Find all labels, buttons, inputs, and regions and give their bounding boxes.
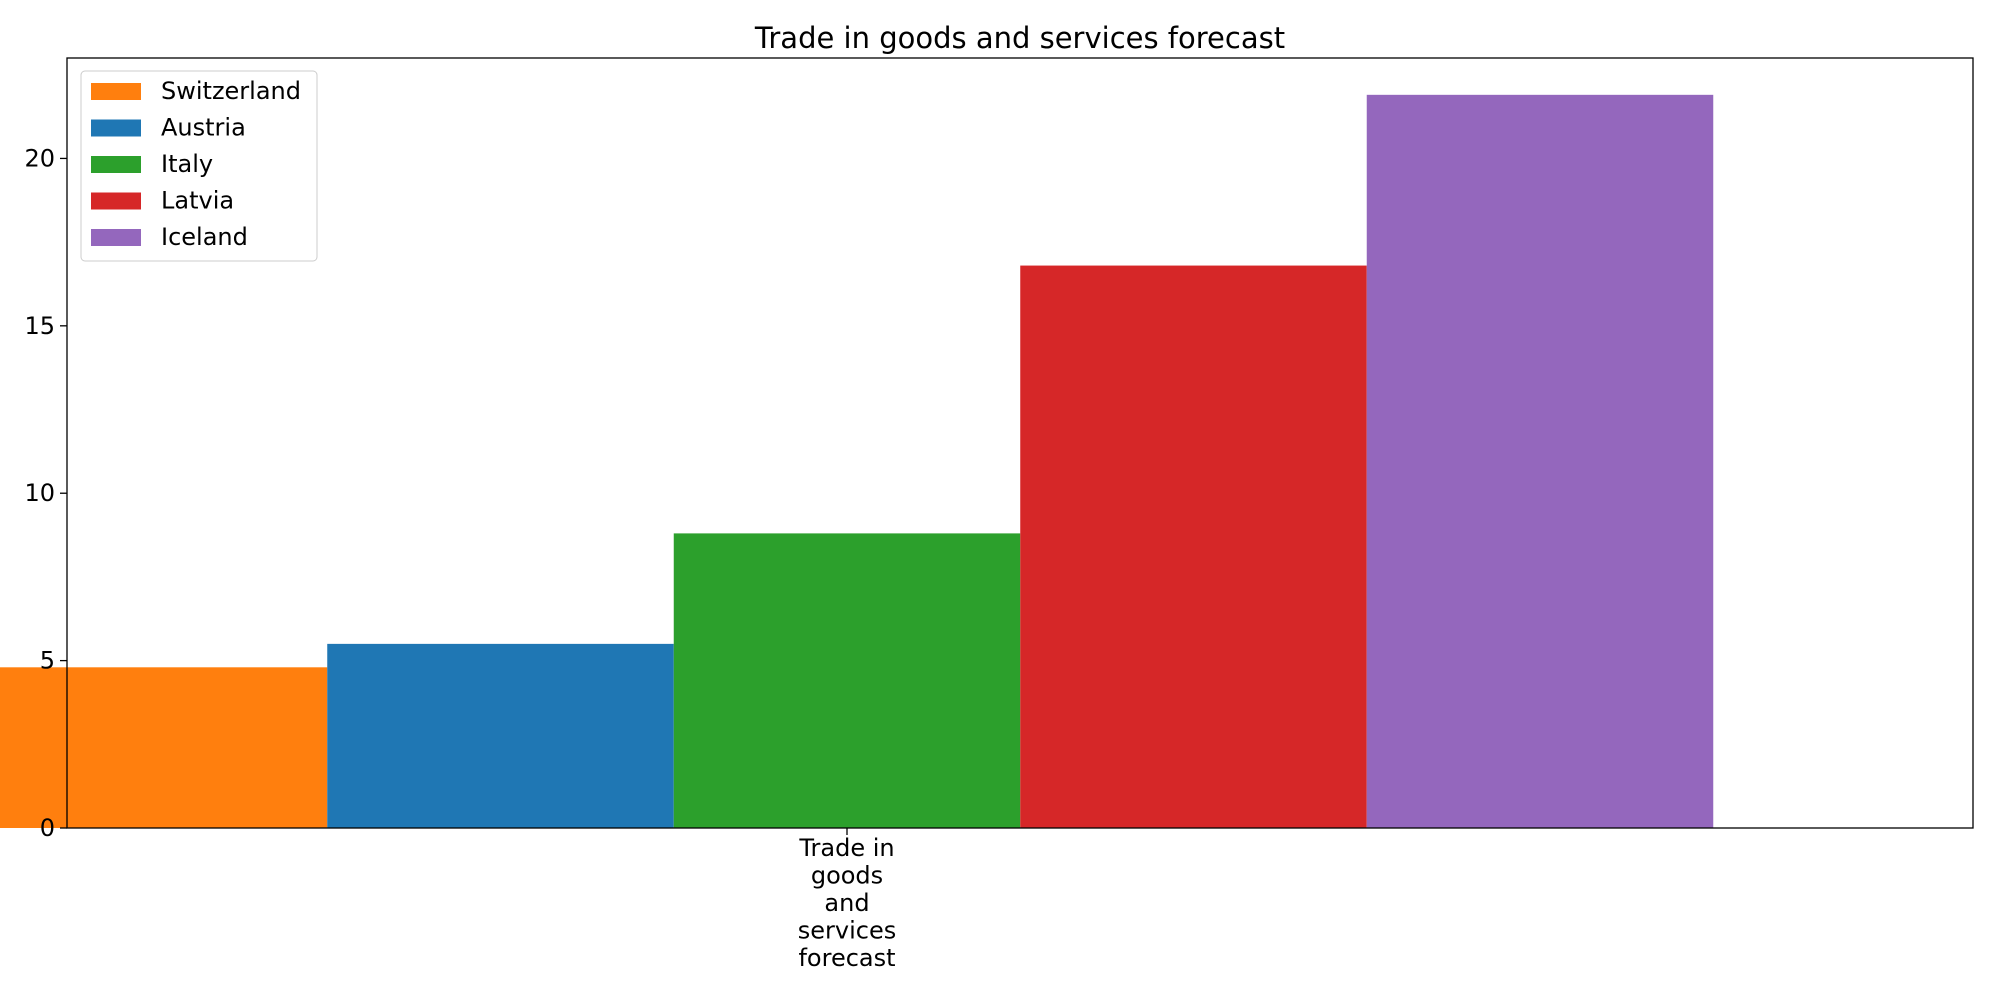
legend-label-iceland: Iceland bbox=[161, 223, 248, 251]
legend-label-italy: Italy bbox=[161, 150, 213, 178]
y-tick-label: 5 bbox=[40, 647, 55, 675]
axes-layer: 0 5 10 15 20 Trade in goods and services forecast bbox=[24, 57, 1974, 972]
x-tick-label: Trade in goods and services forecast bbox=[798, 834, 896, 972]
legend-label-switzerland: Switzerland bbox=[161, 77, 301, 105]
chart-title: Trade in goods and services forecast bbox=[754, 21, 1285, 55]
legend-swatch-latvia bbox=[91, 192, 141, 210]
legend-label-austria: Austria bbox=[161, 114, 246, 142]
y-tick-label: 10 bbox=[24, 479, 55, 507]
legend: Switzerland Austria Italy Latvia Iceland bbox=[80, 70, 318, 262]
legend-swatch-italy bbox=[91, 156, 141, 173]
y-tick-label: 0 bbox=[40, 814, 55, 842]
legend-swatch-switzerland bbox=[91, 83, 141, 100]
bars-layer bbox=[0, 94, 1714, 829]
legend-box bbox=[80, 70, 318, 262]
y-tick-label: 15 bbox=[24, 312, 55, 340]
y-tick-label: 20 bbox=[24, 144, 55, 172]
legend-swatch-iceland bbox=[91, 229, 141, 246]
bar-austria bbox=[327, 643, 674, 828]
bar-switzerland bbox=[0, 667, 328, 828]
legend-swatch-austria bbox=[91, 119, 141, 137]
bar-latvia bbox=[1020, 265, 1367, 829]
bar-iceland bbox=[1366, 94, 1714, 828]
legend-label-latvia: Latvia bbox=[161, 187, 234, 215]
bar-italy bbox=[673, 533, 1021, 828]
plot-frame bbox=[66, 57, 1974, 829]
